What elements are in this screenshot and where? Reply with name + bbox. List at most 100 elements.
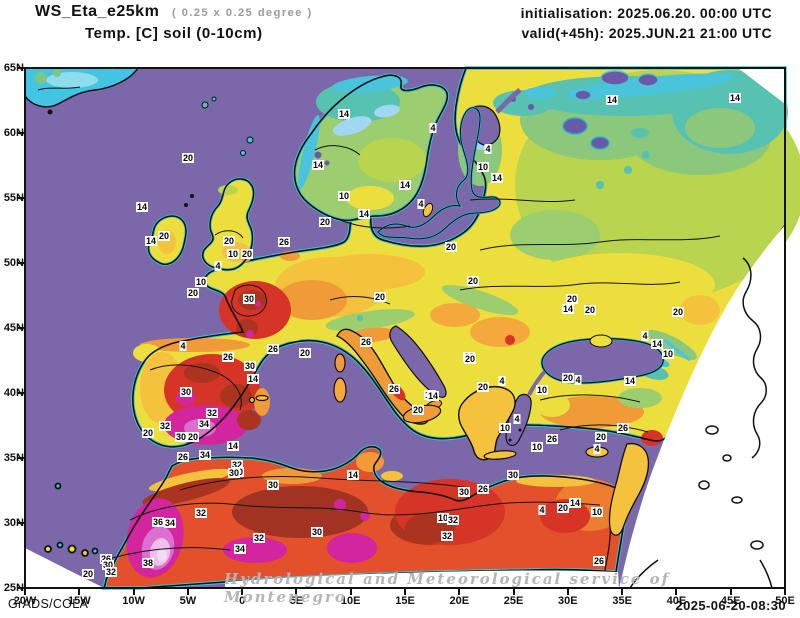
watermark: Hydrological and Meteorological service … — [224, 570, 671, 606]
contour-label: 20 — [373, 292, 387, 302]
contour-label: 4 — [484, 144, 492, 154]
contour-label: 30 — [457, 487, 471, 497]
x-tick-label: 40E — [666, 595, 687, 607]
contour-label: 34 — [197, 419, 211, 429]
x-tick-label: 10W — [122, 595, 145, 607]
y-tick-label: 40N — [3, 387, 24, 399]
contour-label: 14 — [337, 109, 351, 119]
contour-label: 20 — [240, 249, 254, 259]
contour-label: 10 — [498, 423, 512, 433]
contour-label: 14 — [346, 470, 360, 480]
contour-label: 32 — [205, 408, 219, 418]
contour-label: 34 — [233, 544, 247, 554]
contour-label: 14 — [568, 498, 582, 508]
x-tick-label: 45E — [720, 595, 741, 607]
contour-label: 26 — [221, 352, 235, 362]
greenland-corner — [24, 67, 140, 115]
baltic-sea — [376, 106, 502, 241]
x-tick — [241, 589, 244, 595]
contour-label: 14 — [650, 339, 664, 349]
contour-label: 30 — [266, 480, 280, 490]
x-tick-label: 20E — [449, 595, 470, 607]
y-tick-label: 35N — [3, 452, 24, 464]
contour-label: 20 — [81, 569, 95, 579]
grads-credit: GrADS/COLA — [8, 597, 89, 611]
contour-label: 10 — [530, 442, 544, 452]
contour-label: 14 — [490, 173, 504, 183]
contour-label: 4 — [574, 375, 582, 385]
contour-label: 14 — [728, 93, 742, 103]
contour-label: 14 — [311, 160, 325, 170]
contour-label: 26 — [592, 556, 606, 566]
lakes — [562, 117, 610, 150]
init-time-line: initialisation: 2025.06.20. 00:00 UTC — [521, 3, 772, 23]
x-tick-label: 15W — [67, 595, 91, 607]
contour-label: 4 — [179, 341, 187, 351]
x-tick — [784, 589, 786, 595]
y-tick-label: 50N — [3, 257, 24, 269]
contour-label: 10 — [661, 349, 675, 359]
valid-label: valid(+45h): — [521, 25, 605, 41]
x-tick — [566, 589, 569, 595]
x-tick — [675, 589, 678, 595]
contour-label: 20 — [466, 276, 480, 286]
contour-label: 32 — [440, 531, 454, 541]
contour-label: 26 — [277, 237, 291, 247]
contour-label: 20 — [583, 305, 597, 315]
x-tick — [186, 589, 189, 595]
x-tick — [78, 589, 81, 595]
y-tick-label: 65N — [3, 62, 24, 74]
contour-label: 14 — [623, 376, 637, 386]
contour-label: 30 — [310, 527, 324, 537]
contour-label: 32 — [230, 460, 244, 470]
contour-label: 20 — [318, 217, 332, 227]
generation-timestamp: 2025-06-20-08:30 — [675, 598, 786, 613]
x-tick-label: 15E — [395, 595, 415, 607]
contour-label: 32 — [104, 567, 118, 577]
contour-label: 4 — [429, 123, 437, 133]
contour-label: 30 — [227, 468, 241, 478]
y-tick — [18, 457, 25, 459]
contour-label: 32 — [158, 421, 172, 431]
contour-label: 20 — [476, 382, 490, 392]
y-tick — [18, 67, 25, 69]
x-tick-label: 25E — [503, 595, 524, 607]
contour-label: 30 — [243, 361, 257, 371]
x-tick — [295, 589, 298, 595]
contour-label: 26 — [616, 423, 630, 433]
contour-label: 30 — [101, 560, 115, 570]
x-tick — [132, 589, 135, 595]
contour-label: 20 — [556, 503, 570, 513]
contour-label: 10 — [226, 249, 240, 259]
y-tick — [18, 522, 25, 524]
contour-label: 26 — [545, 434, 559, 444]
atlantic-islands — [44, 482, 99, 557]
contour-label: 30 — [174, 432, 188, 442]
contour-label: 4 — [513, 414, 521, 424]
run-info: initialisation: 2025.06.20. 00:00 UTC va… — [521, 3, 772, 43]
contour-lines — [111, 145, 721, 559]
y-tick — [18, 262, 25, 264]
contour-label: 26 — [266, 344, 280, 354]
valid-time-line: valid(+45h): 2025.JUN.21 21:00 UTC — [521, 23, 772, 43]
y-tick — [18, 392, 25, 394]
contour-label: 4 — [538, 505, 546, 515]
black-sea — [540, 334, 665, 385]
contour-label: 32 — [194, 508, 208, 518]
y-tick-label: 30N — [3, 517, 24, 529]
contour-label: 14 — [426, 391, 440, 401]
y-tick — [18, 327, 25, 329]
resolution-note: ( 0.25 x 0.25 degree ) — [172, 7, 313, 19]
contour-label: 14 — [357, 209, 371, 219]
contour-label: 20 — [222, 236, 236, 246]
contour-label: 20 — [671, 307, 685, 317]
contour-label: 20 — [565, 294, 579, 304]
contour-label: 20 — [157, 231, 171, 241]
x-tick-label: 5W — [179, 595, 197, 607]
contour-label: 14 — [246, 374, 260, 384]
contour-label: 26 — [476, 484, 490, 494]
caspian-coastlines — [629, 257, 773, 589]
y-tick-label: 55N — [3, 192, 24, 204]
